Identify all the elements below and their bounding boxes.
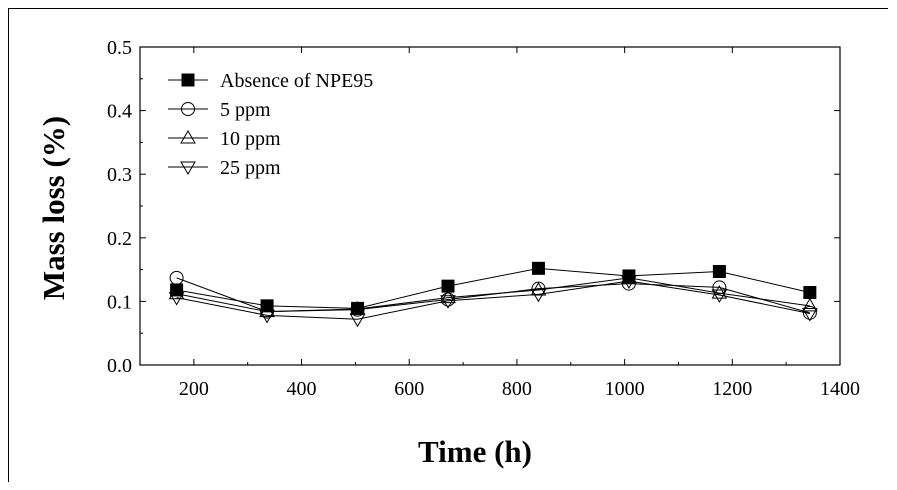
legend-marker — [181, 102, 195, 116]
data-point — [801, 307, 818, 322]
plot-area-border — [139, 46, 841, 366]
series — [168, 261, 818, 328]
series-line — [176, 277, 810, 313]
data-point — [712, 265, 726, 279]
y-tick-label: 0.2 — [107, 228, 132, 250]
x-tick-label: 800 — [502, 378, 532, 400]
legend-entry-2: 5 ppm — [168, 99, 271, 121]
legend-marker — [181, 73, 195, 87]
series-1 — [170, 261, 817, 315]
data-point — [802, 305, 817, 320]
legend-label: Absence of NPE95 — [220, 70, 373, 92]
ticks: 200 400 600 800 1000 1200 1400 0.0 0.1 0.2 0.3 0.4 0… — [107, 37, 860, 400]
data-point — [621, 275, 637, 290]
x-tick-label: 1000 — [605, 378, 645, 400]
legend-entry-4: 25 ppm — [168, 157, 281, 179]
series-line — [176, 280, 810, 320]
data-point — [621, 276, 636, 291]
x-axis-title: Time (h) — [418, 434, 532, 469]
data-point — [168, 292, 185, 306]
y-tick-label: 0.0 — [107, 355, 132, 377]
y-tick-label: 0.5 — [107, 37, 132, 59]
data-point — [169, 270, 184, 285]
data-point — [712, 280, 727, 295]
y-tick-label: 0.4 — [107, 101, 132, 123]
legend-entry-1: Absence of NPE95 — [168, 70, 373, 92]
data-point — [441, 292, 455, 307]
legend-label: 25 ppm — [220, 157, 281, 179]
legend-marker — [180, 161, 196, 175]
x-tick-label: 400 — [287, 378, 317, 400]
data-point — [440, 295, 456, 309]
axes — [139, 46, 841, 366]
data-point — [259, 309, 275, 324]
data-point — [711, 289, 728, 304]
series-4 — [168, 275, 818, 328]
data-point — [441, 279, 455, 293]
data-point — [440, 289, 456, 304]
data-point — [803, 285, 817, 299]
x-tick-label: 600 — [394, 378, 424, 400]
x-tick-label: 1200 — [712, 378, 752, 400]
x-tick-label: 1400 — [820, 378, 860, 400]
y-tick-label: 0.3 — [107, 164, 132, 186]
y-tick-label: 0.1 — [107, 291, 132, 313]
x-tick-label: 200 — [179, 378, 209, 400]
legend-entry-3: 10 ppm — [168, 128, 281, 150]
data-point — [621, 269, 637, 284]
y-axis-title: Mass loss (%) — [36, 116, 71, 300]
legend-marker — [180, 130, 196, 144]
series-line — [176, 267, 810, 309]
data-point — [531, 261, 545, 275]
data-point — [801, 297, 818, 312]
data-point — [711, 285, 728, 299]
legend: Absence of NPE95 5 ppm 10 ppm 25 ppm — [168, 70, 373, 179]
data-point — [530, 288, 547, 303]
legend-label: 10 ppm — [220, 128, 281, 150]
legend-label: 5 ppm — [220, 99, 271, 121]
data-point — [349, 313, 366, 328]
